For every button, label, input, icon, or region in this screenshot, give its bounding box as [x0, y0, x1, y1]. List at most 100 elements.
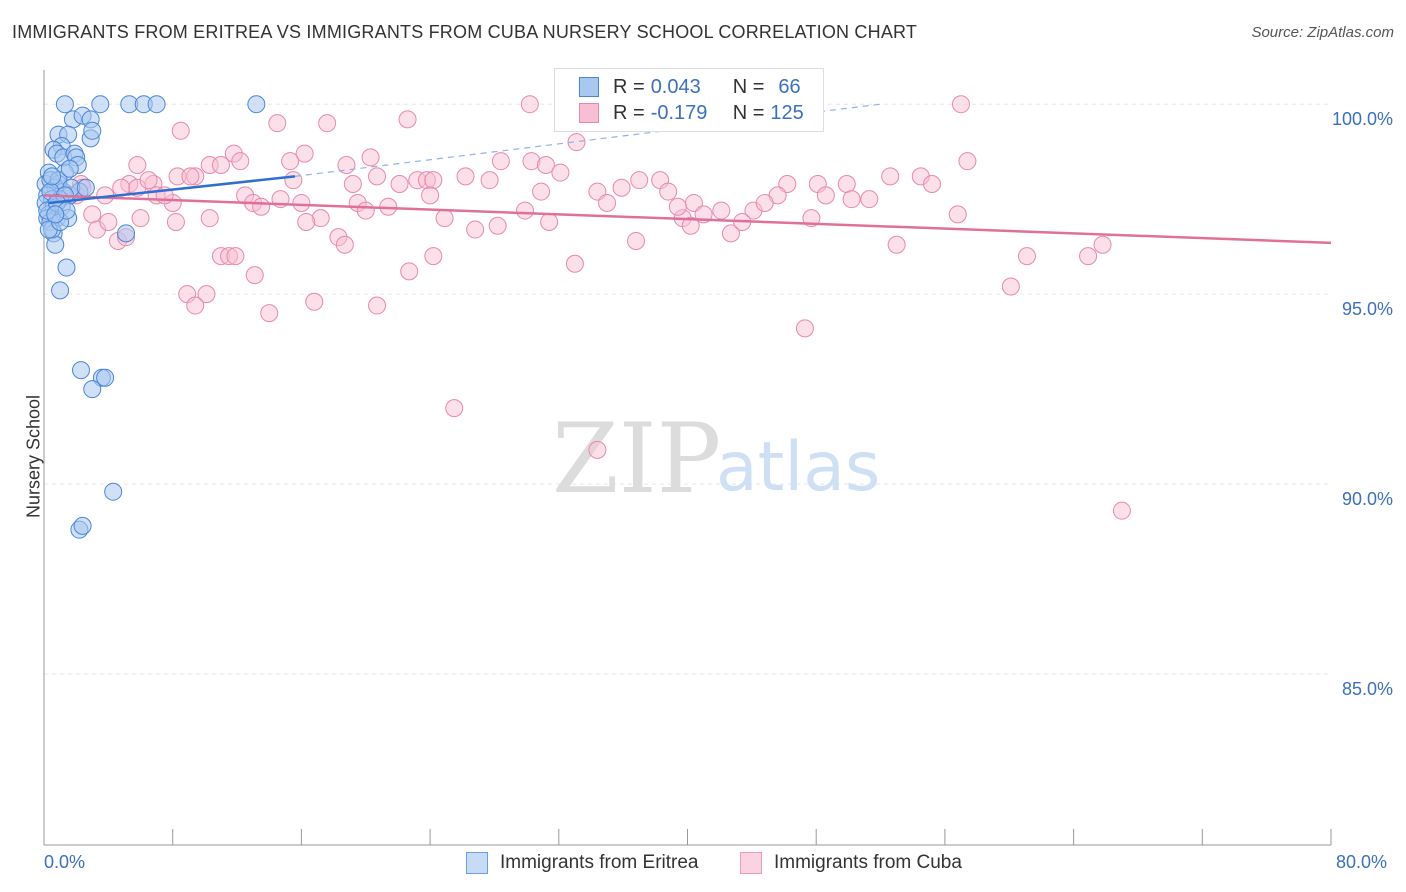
cuba-point [356, 201, 375, 220]
cuba-point [588, 440, 607, 459]
trend-lines [43, 103, 1332, 245]
cuba-point [231, 152, 250, 171]
cuba-point [532, 182, 551, 201]
cuba-point [99, 212, 118, 231]
cuba-point [948, 205, 967, 224]
chart-title: IMMIGRANTS FROM ERITREA VS IMMIGRANTS FR… [12, 22, 918, 42]
legend-row-cuba: R = -0.179 N = 125 [579, 101, 804, 125]
cuba-point [343, 174, 362, 193]
eritrea-point [46, 205, 65, 224]
correlation-legend: R = 0.043 N = 66 R = -0.179 N = 125 [554, 68, 824, 132]
cuba-point [128, 155, 147, 174]
eritrea-trend-line [48, 175, 296, 205]
cuba-point [816, 186, 835, 205]
cuba-point [923, 174, 942, 193]
cuba-point [284, 171, 303, 190]
eritrea-point [43, 167, 62, 186]
y-tick-label: 85.0% [1342, 679, 1393, 699]
cuba-point [1017, 247, 1036, 266]
cuba-point [200, 209, 219, 228]
cuba-point [860, 190, 879, 209]
legend-item-eritrea[interactable]: Immigrants from Eritrea [466, 852, 698, 874]
legend-cuba-swatch [740, 852, 762, 874]
eritrea-point [76, 178, 95, 197]
cuba-point [627, 231, 646, 250]
cuba-point [435, 209, 454, 228]
cuba-point [842, 190, 861, 209]
cuba-point [424, 247, 443, 266]
eritrea-point [96, 368, 115, 387]
grid-lines [44, 103, 1331, 675]
cuba-trend-line [43, 194, 1332, 245]
cuba-point [268, 114, 287, 133]
cuba-r-value: -0.179 [650, 101, 708, 124]
cuba-point [681, 216, 700, 235]
y-tick-labels: 85.0% 90.0% 95.0% 100.0% [1332, 109, 1393, 699]
cuba-point [516, 201, 535, 220]
cuba-n-label: N = [732, 101, 765, 124]
cuba-point [305, 292, 324, 311]
cuba-point [295, 144, 314, 163]
y-tick-label: 100.0% [1332, 109, 1393, 129]
cuba-point [252, 197, 271, 216]
eritrea-point [117, 224, 136, 243]
eritrea-point [57, 258, 76, 277]
cuba-point [181, 167, 200, 186]
cuba-point [480, 171, 499, 190]
cuba-point [421, 186, 440, 205]
cuba-point [400, 262, 419, 281]
cuba-point [131, 209, 150, 228]
cuba-point [659, 182, 678, 201]
legend-eritrea-label: Immigrants from Eritrea [500, 852, 699, 873]
eritrea-point [91, 95, 110, 114]
y-tick-label: 95.0% [1342, 299, 1393, 319]
eritrea-point [147, 95, 166, 114]
eritrea-n-label: N = [732, 75, 765, 98]
cuba-points [54, 95, 1131, 520]
cuba-point [1079, 247, 1098, 266]
eritrea-point [51, 281, 70, 300]
cuba-point [292, 193, 311, 212]
eritrea-r-label: R = [613, 75, 645, 98]
cuba-point [488, 216, 507, 235]
eritrea-point [46, 235, 65, 254]
cuba-point [211, 155, 230, 174]
eritrea-swatch [579, 77, 599, 97]
watermark-atlas: atlas [716, 428, 880, 507]
cuba-point [491, 152, 510, 171]
cuba-point [197, 285, 216, 304]
cuba-point [630, 171, 649, 190]
legend-eritrea-swatch [466, 852, 488, 874]
eritrea-point [72, 361, 91, 380]
y-axis-label: Nursery School [23, 394, 44, 519]
cuba-swatch [579, 103, 599, 123]
cuba-point [466, 220, 485, 239]
eritrea-n-value: 66 [778, 75, 801, 98]
cuba-r-label: R = [613, 101, 645, 124]
eritrea-r-value: 0.043 [650, 75, 701, 98]
cuba-point [361, 148, 380, 167]
watermark-zip: ZIP [552, 403, 721, 515]
cuba-point [721, 224, 740, 243]
eritrea-point [83, 380, 102, 399]
cuba-point [398, 110, 417, 129]
cuba-point [390, 174, 409, 193]
cuba-point [83, 205, 102, 224]
cuba-point [612, 178, 631, 197]
cuba-point [139, 171, 158, 190]
cuba-point [520, 95, 539, 114]
cuba-point [755, 193, 774, 212]
cuba-point [598, 193, 617, 212]
cuba-point [565, 254, 584, 273]
cuba-point [712, 201, 731, 220]
cuba-point [1112, 501, 1131, 520]
cuba-point [445, 399, 464, 418]
legend-item-cuba[interactable]: Immigrants from Cuba [740, 852, 962, 874]
cuba-point [536, 155, 555, 174]
cuba-point [226, 247, 245, 266]
cuba-point [368, 167, 387, 186]
cuba-point [887, 235, 906, 254]
cuba-point [424, 171, 443, 190]
cuba-point [958, 152, 977, 171]
